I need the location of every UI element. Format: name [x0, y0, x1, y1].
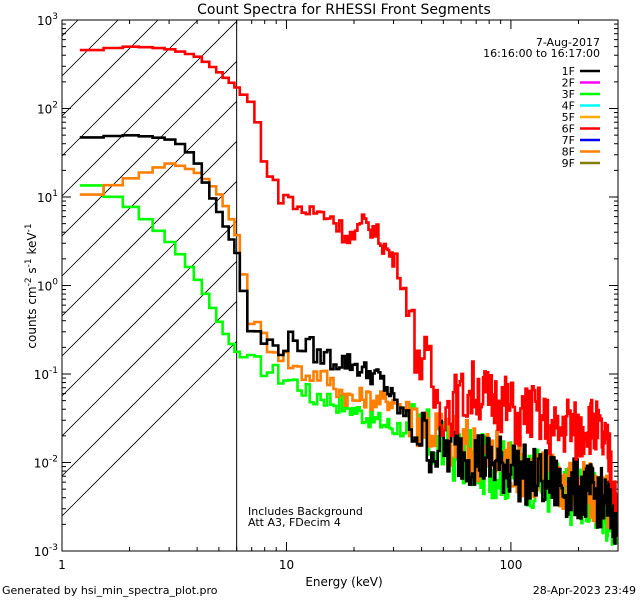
hatch-line — [62, 220, 237, 397]
y-tick-label: 102 — [37, 101, 58, 117]
attenuated-region-hatching — [62, 20, 237, 517]
hatch-line — [62, 20, 199, 157]
hatch-line — [62, 180, 237, 357]
legend-label-4F: 4F — [562, 100, 575, 113]
hatch-line — [62, 260, 237, 437]
legend-label-6F: 6F — [562, 123, 575, 136]
hatch-line — [62, 20, 159, 117]
chart-title: Count Spectra for RHESSI Front Segments — [197, 2, 491, 18]
legend-label-1F: 1F — [562, 65, 575, 78]
y-tick-label: 10-2 — [34, 455, 58, 471]
y-tick-label: 10-3 — [34, 543, 58, 559]
footer-timestamp: 28-Apr-2023 23:49 — [532, 584, 636, 597]
y-axis-label: counts cm-2 s-1 keV-1 — [24, 223, 39, 348]
hatch-line — [62, 140, 237, 317]
hatch-line — [62, 60, 237, 237]
hatch-line — [62, 340, 237, 517]
hatch-line — [62, 20, 237, 197]
x-tick-label: 100 — [499, 558, 522, 572]
legend-label-7F: 7F — [562, 134, 575, 147]
legend-label-5F: 5F — [562, 111, 575, 124]
legend-label-2F: 2F — [562, 77, 575, 90]
series-group — [79, 45, 618, 546]
time-range-label: 16:16:00 to 16:17:00 — [483, 47, 600, 60]
legend-label-3F: 3F — [562, 88, 575, 101]
annotation-attenuator: Att A3, FDecim 4 — [248, 516, 341, 529]
hatch-line — [62, 100, 237, 277]
x-tick-labels: 1 10 100 — [58, 558, 522, 572]
series-1F — [79, 134, 618, 545]
x-tick-label: 10 — [279, 558, 294, 572]
y-tick-label: 103 — [37, 12, 58, 28]
y-tick-labels: 10-3 10-2 10-1 100 101 102 103 — [34, 12, 59, 559]
y-tick-label: 10-1 — [34, 366, 58, 382]
x-axis-label: Energy (keV) — [305, 575, 382, 589]
legend-label-8F: 8F — [562, 146, 575, 159]
y-tick-label: 101 — [37, 189, 58, 205]
footer-generated-by: Generated by hsi_min_spectra_plot.pro — [2, 584, 218, 597]
series-6F — [79, 45, 618, 512]
hatch-line — [62, 300, 237, 477]
legend-label-9F: 9F — [562, 157, 575, 170]
date-label: 7-Aug-2017 — [536, 36, 600, 49]
x-tick-label: 1 — [58, 558, 66, 572]
annotation-background: Includes Background — [248, 505, 363, 518]
y-tick-label: 100 — [37, 278, 58, 294]
